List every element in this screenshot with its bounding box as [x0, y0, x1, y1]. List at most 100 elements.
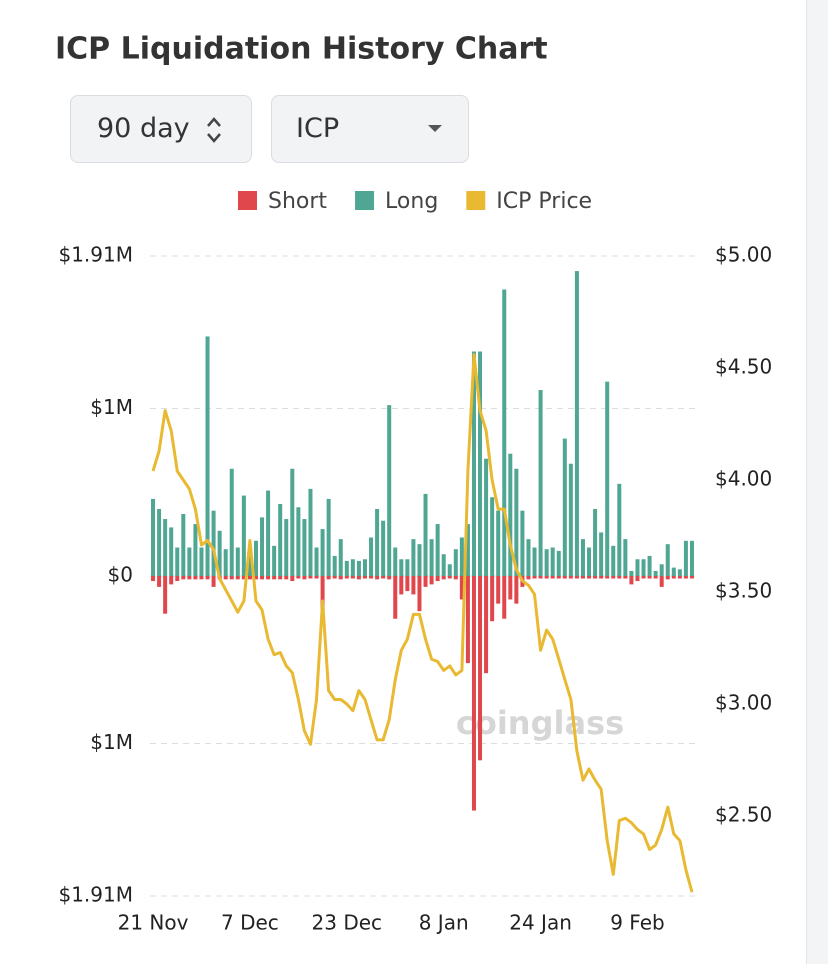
bar: [181, 576, 186, 580]
bar: [593, 508, 598, 576]
bar: [556, 576, 561, 579]
bar: [332, 555, 337, 576]
x-tick-label: 23 Dec: [312, 911, 383, 935]
bar: [574, 271, 579, 576]
bar: [623, 576, 628, 579]
bar: [641, 576, 646, 579]
bar: [411, 576, 416, 595]
y2-tick-label: $2.50: [715, 803, 772, 827]
bar: [175, 547, 180, 576]
bar: [223, 549, 228, 576]
y-tick-label: $1.91M: [58, 883, 133, 907]
bar: [393, 547, 398, 576]
x-tick-label: 21 Nov: [118, 911, 189, 935]
bar: [587, 576, 592, 579]
coin-select[interactable]: ICP: [271, 95, 469, 163]
bar: [617, 483, 622, 576]
bar: [490, 497, 495, 576]
bar: [635, 559, 640, 576]
bar: [387, 576, 392, 580]
bar: [653, 576, 658, 579]
bar: [362, 559, 367, 576]
bar: [471, 576, 476, 811]
x-tick-label: 24 Jan: [509, 911, 572, 935]
bar: [465, 576, 470, 664]
bar: [580, 576, 585, 579]
bar: [478, 576, 483, 761]
period-select[interactable]: 90 day: [70, 95, 252, 163]
bar: [344, 576, 349, 579]
bar: [205, 576, 210, 580]
bar: [508, 576, 513, 600]
bar: [235, 547, 240, 576]
bar: [314, 547, 319, 576]
period-text: 90 day: [97, 113, 190, 144]
bar: [683, 540, 688, 576]
legend-swatch: [238, 191, 257, 210]
bar: [520, 576, 525, 587]
bar: [568, 463, 573, 576]
bar: [544, 549, 549, 576]
bar: [369, 537, 374, 576]
bar: [326, 576, 331, 580]
bar: [193, 524, 198, 576]
bar: [629, 576, 634, 585]
bar: [308, 488, 313, 576]
bar: [647, 576, 652, 579]
bar: [296, 507, 301, 576]
bar: [490, 576, 495, 622]
bar: [502, 576, 507, 619]
bar: [151, 576, 156, 582]
bar: [423, 493, 428, 576]
bar: [526, 539, 531, 576]
legend-swatch: [466, 191, 486, 210]
price-line: [151, 353, 694, 893]
bar: [247, 576, 252, 580]
bar: [163, 519, 168, 576]
bar: [163, 576, 168, 614]
bar: [568, 576, 573, 579]
bar: [683, 576, 688, 579]
bar: [175, 576, 180, 582]
bar: [514, 576, 519, 604]
bar: [562, 576, 567, 579]
bar: [423, 576, 428, 587]
bar: [320, 576, 325, 612]
bar: [532, 576, 537, 579]
bar: [605, 381, 610, 576]
bar: [611, 545, 616, 576]
bar: [538, 576, 543, 579]
bar: [375, 508, 380, 576]
bar: [671, 567, 676, 576]
bar: [435, 576, 440, 582]
bar: [253, 576, 258, 580]
bar: [526, 576, 531, 580]
bar: [187, 547, 192, 576]
bar: [314, 576, 319, 579]
bar: [496, 510, 501, 576]
bar: [387, 405, 392, 576]
bar: [266, 576, 271, 580]
bar: [338, 539, 343, 576]
bar: [677, 576, 682, 579]
bar: [556, 550, 561, 576]
bar: [278, 576, 283, 580]
bar: [447, 564, 452, 576]
bar: [617, 576, 622, 579]
bar: [471, 351, 476, 576]
bar: [465, 524, 470, 576]
bar: [320, 529, 325, 576]
bar: [211, 510, 216, 576]
bar: [532, 547, 537, 576]
bar: [260, 576, 265, 580]
bar: [278, 503, 283, 576]
bar: [453, 576, 458, 580]
bar: [169, 527, 174, 576]
bar: [580, 539, 585, 576]
bar: [653, 570, 658, 576]
bar: [484, 576, 489, 674]
bar: [587, 547, 592, 576]
bar: [356, 576, 361, 580]
bar: [502, 289, 507, 576]
